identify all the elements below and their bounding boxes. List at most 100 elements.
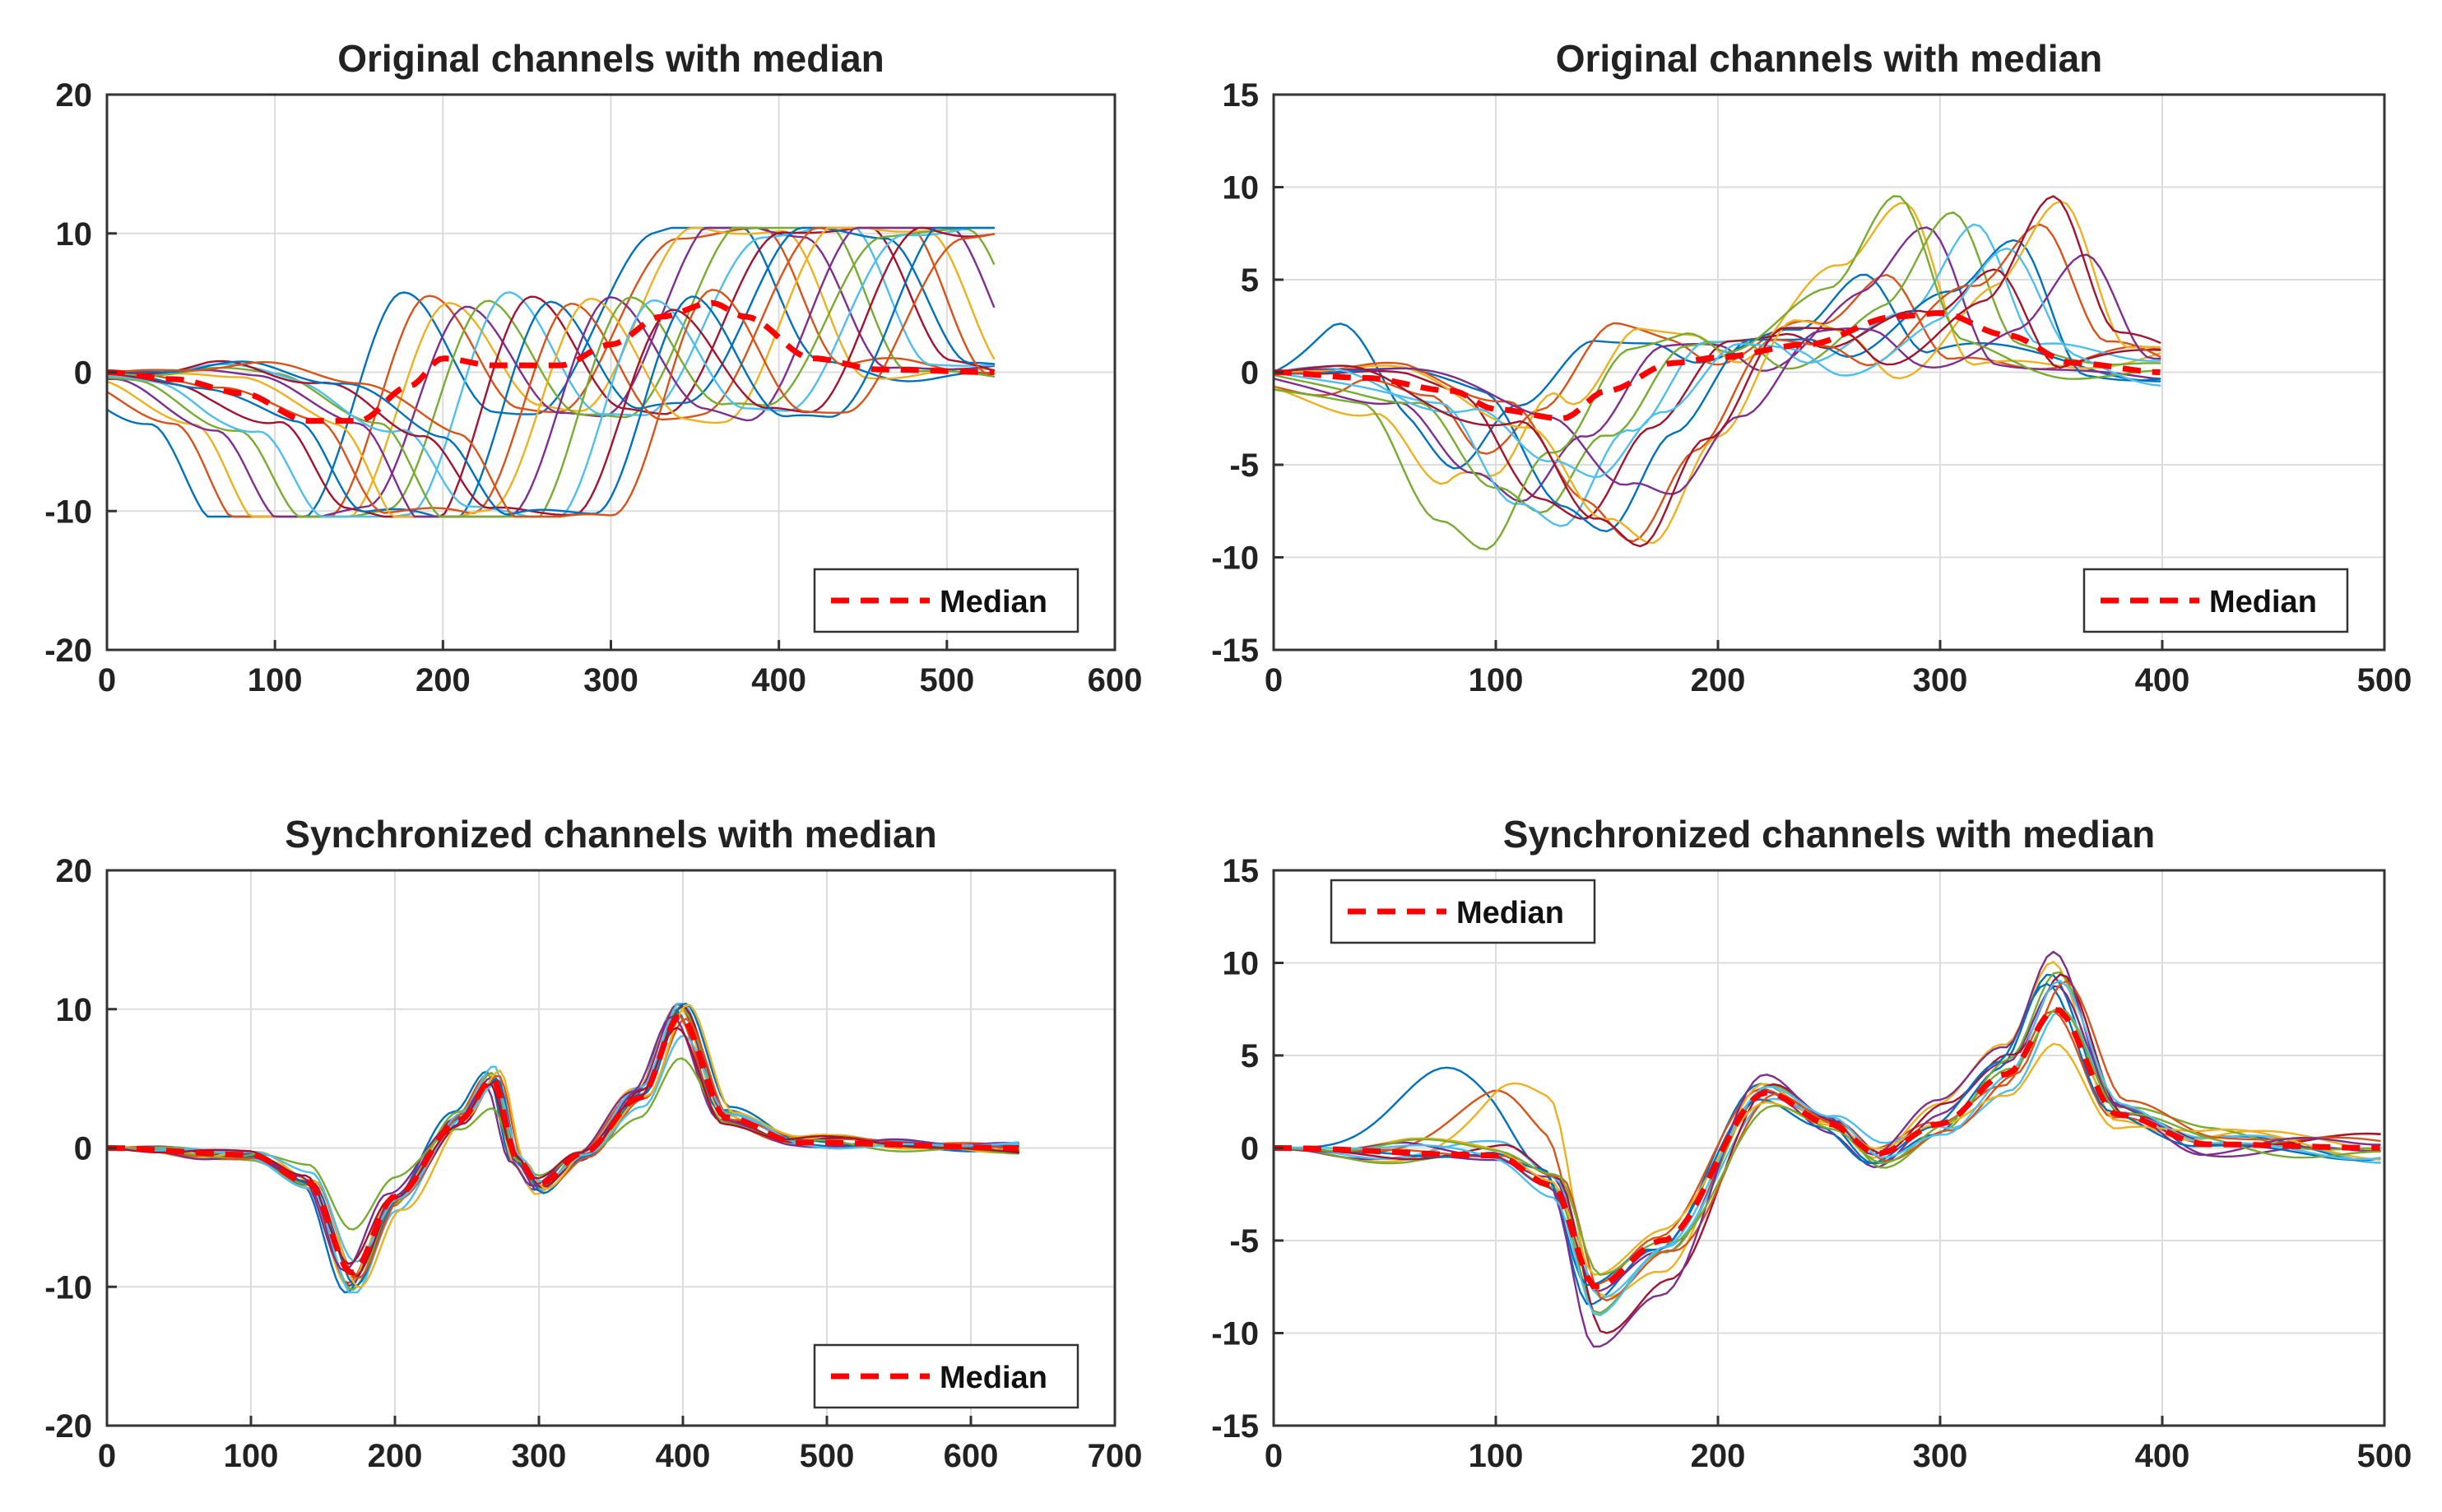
y-tick-label: -10 — [44, 494, 92, 530]
legend-label: Median — [2209, 585, 2317, 619]
y-tick-label: -20 — [44, 633, 92, 669]
channel-line — [107, 226, 996, 518]
channel-line — [1274, 1007, 2381, 1276]
x-tick-label: 300 — [512, 1438, 567, 1474]
legend: Median — [2082, 568, 2349, 633]
channel-lines — [1274, 950, 2381, 1348]
legend-box — [813, 568, 1079, 633]
y-tick-label: -15 — [1211, 1408, 1259, 1445]
x-tick-label: 500 — [800, 1438, 855, 1474]
channel-lines — [107, 226, 996, 518]
x-tick-label: 400 — [751, 662, 806, 698]
channel-line — [1274, 195, 2161, 550]
channel-line — [1274, 253, 2161, 495]
subplot-top-right: Original channels with median 0 100 200 300… — [1211, 37, 2412, 698]
y-tick-label: 10 — [1223, 946, 1260, 982]
x-tick-label: 100 — [1469, 1438, 1524, 1474]
legend-label: Median — [1456, 896, 1564, 930]
subplot-title: Synchronized channels with median — [1503, 813, 2155, 856]
y-tick-label: -5 — [1229, 448, 1259, 484]
y-tick-label: 20 — [56, 77, 93, 114]
legend-box — [2082, 568, 2349, 633]
y-tick-label: 0 — [74, 1131, 92, 1167]
x-tick-label: 0 — [98, 662, 116, 698]
legend-label: Median — [940, 1361, 1047, 1395]
channel-line — [1274, 247, 2161, 479]
channel-line — [1274, 211, 2161, 514]
y-tick-label: 0 — [1241, 1131, 1259, 1167]
x-tick-label: 600 — [1088, 662, 1143, 698]
subplot-top-left: Original channels with median 0 100 200 300… — [44, 37, 1142, 698]
channel-line — [1274, 195, 2161, 548]
subplot-bottom-right: Synchronized channels with median 0 100 20… — [1211, 813, 2412, 1474]
channel-line — [1274, 950, 2381, 1348]
y-tick-label: 10 — [1223, 170, 1260, 206]
y-tick-label: 0 — [1241, 355, 1259, 392]
channel-lines — [107, 1002, 1020, 1294]
x-tick-label: 400 — [2135, 1438, 2190, 1474]
channel-line — [107, 226, 996, 518]
x-tick-label: 200 — [368, 1438, 423, 1474]
y-tick-label: -10 — [1211, 540, 1259, 577]
x-tick-label: 500 — [2357, 662, 2412, 698]
y-tick-label: 5 — [1241, 1038, 1259, 1074]
x-tick-label: 0 — [1265, 1438, 1283, 1474]
channel-line — [107, 226, 996, 518]
channel-line — [1274, 1042, 2381, 1276]
y-tick-label: -15 — [1211, 633, 1259, 669]
legend: Median — [1330, 879, 1596, 944]
y-tick-label: 20 — [56, 853, 93, 889]
channel-line — [107, 226, 996, 518]
x-tick-label: 200 — [1691, 1438, 1746, 1474]
y-tick-label: 15 — [1223, 853, 1260, 889]
y-tick-label: -10 — [44, 1269, 92, 1306]
y-tick-label: -20 — [44, 1408, 92, 1445]
x-tick-label: 100 — [248, 662, 303, 698]
x-tick-label: 700 — [1088, 1438, 1143, 1474]
y-tick-label: 15 — [1223, 77, 1260, 114]
median-line — [107, 1013, 1019, 1276]
channel-line — [1274, 268, 2161, 520]
legend-label: Median — [940, 585, 1047, 619]
channel-line — [107, 226, 996, 518]
channel-line — [1274, 226, 2161, 503]
median-line — [1274, 309, 2161, 422]
channel-line — [107, 228, 996, 518]
subplot-title: Synchronized channels with median — [285, 813, 936, 856]
y-tick-label: 5 — [1241, 262, 1259, 299]
x-tick-label: 500 — [2357, 1438, 2412, 1474]
x-tick-label: 0 — [1265, 662, 1283, 698]
y-tick-label: -10 — [1211, 1316, 1259, 1352]
channel-line — [1274, 274, 2161, 455]
median-line — [107, 299, 994, 424]
channel-line — [1274, 985, 2381, 1292]
channel-line — [107, 226, 996, 518]
x-tick-label: 100 — [1469, 662, 1524, 698]
y-tick-label: 10 — [56, 992, 93, 1028]
x-tick-label: 600 — [944, 1438, 999, 1474]
legend: Median — [813, 568, 1079, 633]
x-tick-label: 300 — [583, 662, 638, 698]
median-line — [1274, 1006, 2380, 1290]
x-tick-label: 0 — [98, 1438, 116, 1474]
legend-box — [813, 1343, 1079, 1409]
subplot-title: Original channels with median — [1556, 37, 2103, 80]
legend-box — [1330, 879, 1596, 944]
x-tick-label: 300 — [1913, 1438, 1968, 1474]
channel-line — [107, 233, 996, 518]
channel-line — [107, 1035, 1020, 1263]
x-tick-label: 500 — [919, 662, 974, 698]
x-tick-label: 400 — [656, 1438, 711, 1474]
channel-line — [107, 226, 996, 518]
y-tick-label: 10 — [56, 216, 93, 253]
x-tick-label: 300 — [1913, 662, 1968, 698]
x-tick-label: 100 — [224, 1438, 279, 1474]
x-tick-label: 200 — [1691, 662, 1746, 698]
y-tick-label: -5 — [1229, 1223, 1259, 1259]
channel-lines — [1274, 195, 2161, 550]
x-tick-label: 200 — [416, 662, 471, 698]
subplot-bottom-left: Synchronized channels with median 0 100 20… — [44, 813, 1142, 1474]
subplot-title: Original channels with median — [337, 37, 884, 80]
x-tick-label: 400 — [2135, 662, 2190, 698]
